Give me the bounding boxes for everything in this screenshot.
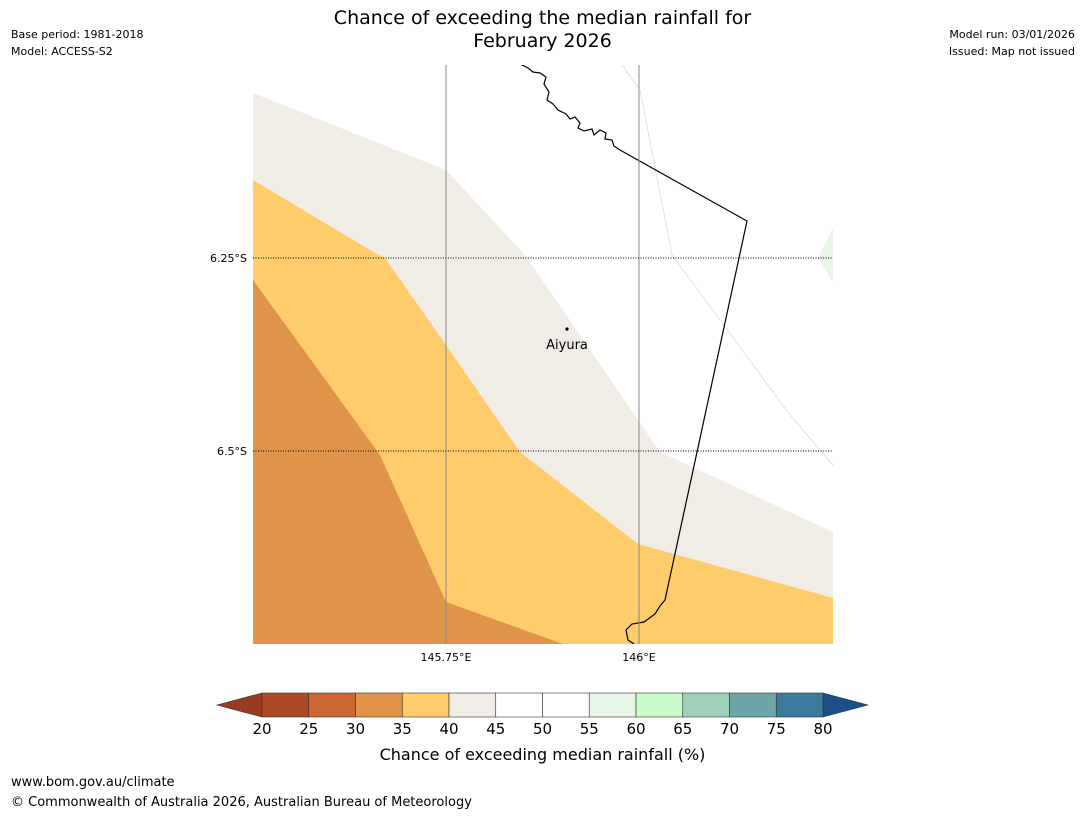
zone-30-35 [253, 280, 563, 644]
colorbar-cell [635, 692, 684, 718]
colorbar-cell [261, 692, 310, 718]
colorbar-tick-label: 70 [719, 720, 740, 738]
model-run: Model run: 03/01/2026 [949, 28, 1075, 41]
colorbar-tick-label: 20 [252, 720, 272, 738]
colorbar-cell [401, 692, 450, 718]
map-frame [253, 65, 833, 644]
zone-55-60 [818, 228, 833, 283]
colorbar-tick-label: 35 [392, 720, 412, 738]
colorbar-cell [495, 692, 543, 718]
colorbar-tick-label: 60 [626, 720, 646, 738]
colorbar-tick-label: 30 [345, 720, 366, 738]
colorbar-extend-high [822, 692, 870, 718]
province-border [521, 65, 748, 644]
colorbar-tick-label: 55 [579, 720, 599, 738]
lat-label-6-25: 6.25°S [210, 252, 247, 265]
lat-label-6-5: 6.5°S [217, 445, 247, 458]
colorbar-tick-label: 25 [299, 720, 319, 738]
colorbar-tick-label: 80 [813, 720, 833, 738]
map-title-line1: Chance of exceeding the median rainfall … [333, 7, 752, 29]
colorbar [215, 692, 870, 718]
map-title-line2: February 2026 [473, 30, 612, 52]
website-link[interactable]: www.bom.gov.au/climate [11, 775, 175, 790]
colorbar-cell [542, 692, 590, 718]
aiyura-marker [565, 327, 569, 331]
colorbar-tick-label: 45 [486, 720, 506, 738]
colorbar-cell [682, 692, 730, 718]
colorbar-title: Chance of exceeding median rainfall (%) [379, 745, 706, 764]
lon-label-146: 146°E [622, 651, 655, 664]
colorbar-cell [448, 692, 497, 718]
copyright: © Commonwealth of Australia 2026, Austra… [11, 795, 472, 810]
colorbar-tick-label: 40 [439, 720, 459, 738]
map-title: Chance of exceeding the median rainfall … [0, 7, 1085, 53]
colorbar-cell [308, 692, 356, 718]
base-period: Base period: 1981-2018 [11, 28, 144, 41]
colorbar-extend-low [215, 692, 263, 718]
admin-boundary-faint [621, 65, 833, 466]
model-name: Model: ACCESS-S2 [11, 45, 113, 58]
colorbar-tick-label: 50 [532, 720, 553, 738]
issued-status: Issued: Map not issued [948, 45, 1075, 58]
colorbar-cell [355, 692, 403, 718]
colorbar-cell [588, 692, 637, 718]
colorbar-cell [729, 692, 777, 718]
colorbar-tick-label: 65 [673, 720, 693, 738]
aiyura-label: Aiyura [546, 338, 588, 353]
colorbar-tick-label: 75 [766, 720, 786, 738]
lon-label-145-75: 145.75°E [421, 651, 472, 664]
colorbar-cell [775, 692, 824, 718]
